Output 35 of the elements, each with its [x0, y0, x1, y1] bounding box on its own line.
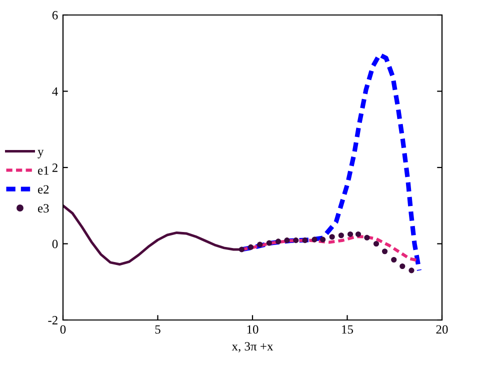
x-axis-title: x, 3π +x	[232, 342, 274, 352]
point	[248, 244, 254, 250]
point	[238, 246, 244, 252]
x-tick-label: 20	[436, 325, 448, 334]
point	[364, 234, 370, 240]
legend-label: y	[38, 150, 44, 158]
y-tick-label: 2	[52, 164, 58, 172]
point	[284, 238, 290, 244]
point	[408, 268, 414, 274]
legend-label: e3	[38, 204, 49, 213]
x-tick-label: 10	[247, 325, 258, 334]
point	[400, 263, 406, 270]
x-tick-label: 15	[342, 325, 354, 334]
point	[266, 240, 272, 246]
point	[391, 256, 397, 263]
point	[312, 236, 318, 242]
point	[275, 238, 282, 244]
point	[382, 248, 388, 254]
y-tick-label: 4	[52, 87, 58, 96]
point	[373, 240, 380, 247]
point	[355, 231, 362, 237]
x-tick-label: 5	[155, 325, 160, 334]
point	[348, 231, 354, 237]
y-tick-label: 6	[52, 11, 58, 20]
x-tick-label: 0	[60, 325, 66, 334]
legend-label: e1	[38, 166, 49, 175]
y-tick-label: -2	[48, 316, 58, 324]
point	[302, 238, 308, 244]
legend-label: e2	[38, 185, 49, 194]
point	[320, 236, 326, 242]
y-tick-label: 0	[52, 240, 58, 248]
point	[329, 234, 335, 240]
point	[257, 242, 263, 248]
point	[293, 238, 299, 244]
point	[338, 232, 344, 238]
